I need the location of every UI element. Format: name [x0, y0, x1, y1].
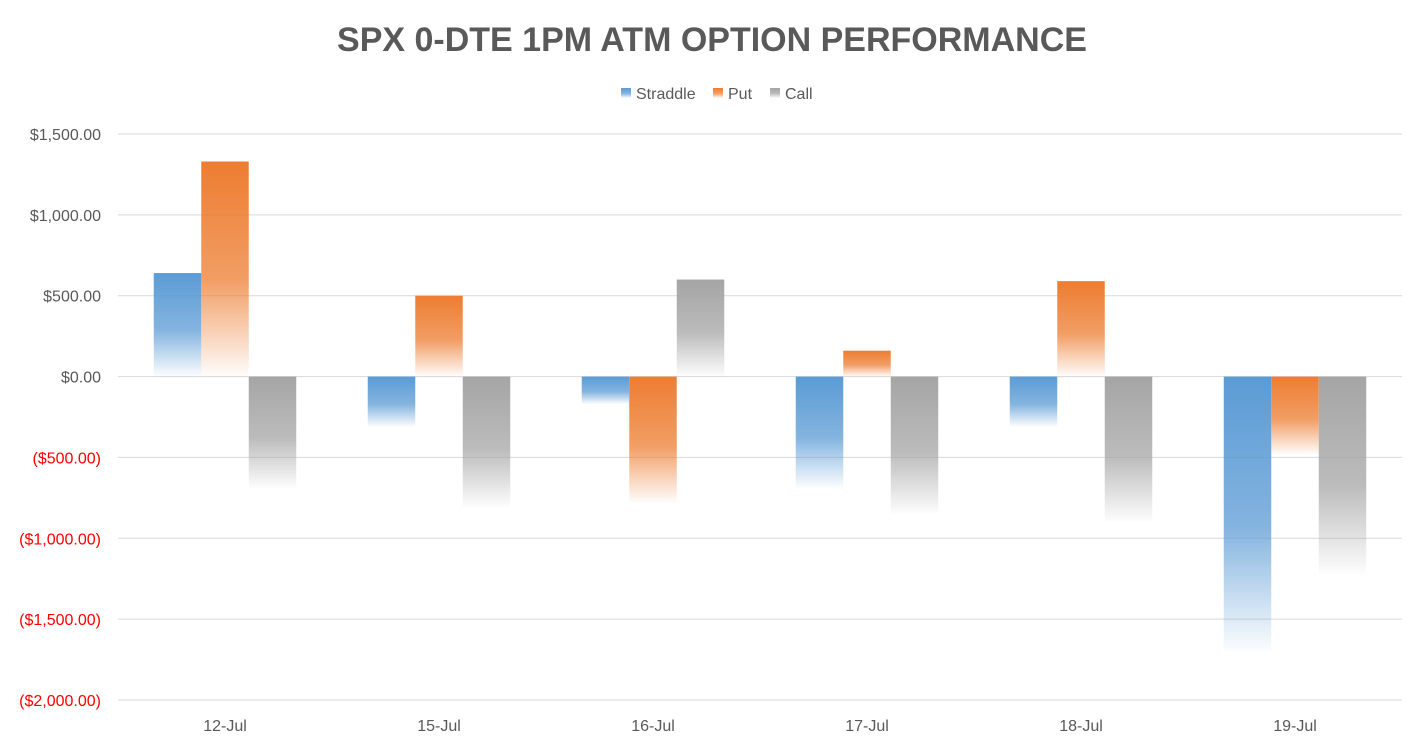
x-tick-label: 16-Jul — [631, 718, 675, 735]
legend-label: Call — [785, 86, 813, 103]
y-tick-label: ($1,000.00) — [19, 531, 101, 548]
legend-swatch-put — [713, 88, 723, 98]
y-tick-label: ($500.00) — [33, 450, 102, 467]
legend-swatch-call — [770, 88, 780, 98]
y-axis-tick-labels: $1,500.00 $1,000.00 $500.00 $0.00 ($500.00) (… — [19, 127, 101, 710]
legend-label: Straddle — [636, 86, 696, 103]
y-tick-label: ($2,000.00) — [19, 693, 101, 710]
bar-straddle-12-jul — [153, 273, 202, 377]
x-tick-label: 15-Jul — [417, 718, 461, 735]
bar-put-12-jul — [201, 161, 249, 377]
legend-swatch-straddle — [621, 88, 631, 98]
bar-put-17-jul — [843, 350, 891, 377]
bar-straddle-18-jul — [1009, 376, 1058, 427]
x-tick-label: 12-Jul — [203, 718, 247, 735]
y-tick-label: $1,500.00 — [30, 127, 101, 144]
bar-put-16-jul — [629, 376, 677, 503]
legend-item-straddle: Straddle — [621, 86, 696, 103]
gridlines — [118, 133, 1402, 701]
chart-title: SPX 0-DTE 1PM ATM OPTION PERFORMANCE — [337, 21, 1087, 59]
bar-straddle-17-jul — [795, 376, 844, 489]
bar-straddle-19-jul — [1223, 376, 1272, 652]
x-tick-label: 19-Jul — [1273, 718, 1317, 735]
legend-item-put: Put — [713, 86, 753, 103]
y-tick-label: $500.00 — [43, 289, 101, 306]
bar-put-18-jul — [1057, 281, 1105, 377]
legend-label: Put — [728, 86, 753, 103]
y-tick-label: $0.00 — [61, 370, 101, 387]
x-axis-tick-labels: 12-Jul 15-Jul 16-Jul 17-Jul 18-Jul 19-Jul — [203, 718, 1317, 735]
bar-straddle-15-jul — [367, 376, 416, 427]
bar-put-19-jul — [1271, 376, 1319, 455]
bar-put-15-jul — [415, 295, 463, 377]
legend-item-call: Call — [770, 86, 813, 103]
bar-call-12-jul — [248, 376, 297, 489]
bar-call-19-jul — [1318, 376, 1367, 574]
bar-call-16-jul — [676, 279, 725, 377]
y-tick-label: ($1,500.00) — [19, 612, 101, 629]
bar-call-15-jul — [462, 376, 511, 508]
bar-call-18-jul — [1104, 376, 1153, 523]
bar-call-17-jul — [890, 376, 939, 515]
x-tick-label: 18-Jul — [1059, 718, 1103, 735]
y-tick-label: $1,000.00 — [30, 208, 101, 225]
legend: Straddle Put Call — [621, 86, 813, 103]
bar-straddle-16-jul — [581, 376, 630, 405]
x-tick-label: 17-Jul — [845, 718, 889, 735]
bars — [153, 161, 1367, 652]
